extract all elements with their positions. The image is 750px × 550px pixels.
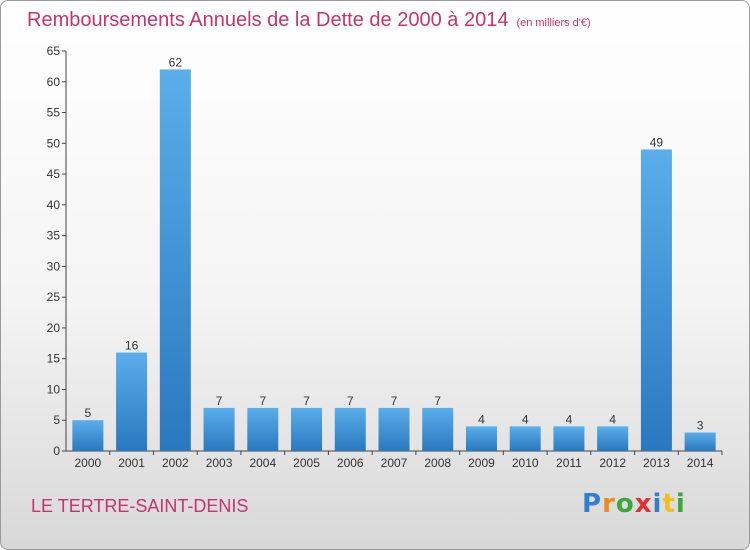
data-label-2003: 7 <box>216 394 223 408</box>
y-tick-label: 15 <box>47 352 61 366</box>
logo-letter: P <box>582 489 603 519</box>
y-tick-label: 5 <box>53 413 60 427</box>
data-label-2005: 7 <box>303 394 310 408</box>
logo-letter: o <box>615 489 635 519</box>
labels: 5 2000 16 2001 62 2002 7 2003 7 2004 7 2005 7 2006 7 20… <box>75 55 714 470</box>
commune-name: LE TERTRE-SAINT-DENIS <box>31 496 249 516</box>
bar-2004 <box>247 407 279 451</box>
bar-2003 <box>203 407 235 451</box>
data-label-2012: 4 <box>609 412 616 426</box>
x-tick-label-2002: 2002 <box>162 456 189 470</box>
x-tick-label-2007: 2007 <box>381 456 408 470</box>
bar-2013 <box>640 149 672 451</box>
data-label-2002: 62 <box>169 55 183 69</box>
x-tick-label-2006: 2006 <box>337 456 364 470</box>
x-tick-label-2004: 2004 <box>249 456 276 470</box>
bar-2002 <box>159 69 191 451</box>
logo-letter: t <box>662 489 676 519</box>
data-label-2004: 7 <box>259 394 266 408</box>
proxiti-logo[interactable]: Proxiti <box>582 489 686 519</box>
x-tick-label-2010: 2010 <box>512 456 539 470</box>
bar-2006 <box>334 407 366 451</box>
y-tick-label: 40 <box>47 198 61 212</box>
y-tick-label: 10 <box>47 382 61 396</box>
x-tick-label-2000: 2000 <box>75 456 102 470</box>
x-tick-label-2012: 2012 <box>599 456 626 470</box>
y-tick-label: 25 <box>47 290 61 304</box>
data-label-2008: 7 <box>434 394 441 408</box>
x-tick-label-2003: 2003 <box>206 456 233 470</box>
bar-2001 <box>116 352 148 451</box>
bar-2012 <box>597 426 629 451</box>
data-label-2007: 7 <box>391 394 398 408</box>
data-label-2014: 3 <box>697 419 704 433</box>
data-label-2010: 4 <box>522 412 529 426</box>
logo-letter: i <box>652 489 663 519</box>
data-label-2009: 4 <box>478 412 485 426</box>
data-label-2001: 16 <box>125 339 139 353</box>
y-tick-label: 0 <box>53 444 60 458</box>
title-text: Remboursements Annuels de la Dette de 20… <box>27 9 509 31</box>
bar-2007 <box>378 407 410 451</box>
bar-2000 <box>72 420 104 451</box>
chart-subtitle: (en milliers d'€) <box>516 17 591 29</box>
y-tick-label: 20 <box>47 321 61 335</box>
bar-2005 <box>291 407 323 451</box>
y-tick-label: 60 <box>47 75 61 89</box>
x-tick-label-2013: 2013 <box>643 456 670 470</box>
y-tick-label: 45 <box>47 167 61 181</box>
bar-2008 <box>422 407 454 451</box>
bar-2010 <box>509 426 541 451</box>
bar-2014 <box>684 432 716 451</box>
bar-2009 <box>465 426 497 451</box>
y-tick-label: 50 <box>47 136 61 150</box>
x-tick-label-2008: 2008 <box>424 456 451 470</box>
chart-title: Remboursements Annuels de la Dette de 20… <box>27 9 591 32</box>
y-tick-label: 30 <box>47 259 61 273</box>
x-tick-label-2001: 2001 <box>118 456 145 470</box>
y-tick-label: 55 <box>47 106 61 120</box>
data-label-2006: 7 <box>347 394 354 408</box>
x-tick-label-2005: 2005 <box>293 456 320 470</box>
x-tick-label-2011: 2011 <box>556 456 582 470</box>
x-tick-label-2014: 2014 <box>687 456 714 470</box>
x-tick-label-2009: 2009 <box>468 456 495 470</box>
bar-2011 <box>553 426 585 451</box>
y-tick-label: 35 <box>47 229 61 243</box>
logo-letter: x <box>634 489 653 519</box>
data-label-2000: 5 <box>85 406 92 420</box>
data-label-2011: 4 <box>566 412 573 426</box>
logo-letter: r <box>602 489 616 519</box>
logo-letter: i <box>675 489 686 519</box>
data-label-2013: 49 <box>650 135 664 149</box>
y-tick-label: 65 <box>47 44 61 58</box>
bars <box>72 69 716 451</box>
